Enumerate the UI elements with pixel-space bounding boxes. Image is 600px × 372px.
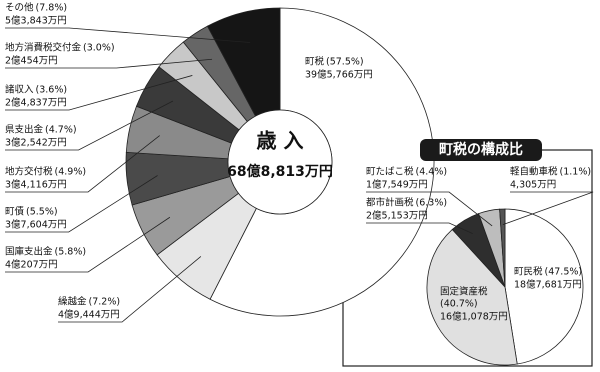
category-label: 都市計画税 xyxy=(366,197,414,209)
leader-line xyxy=(5,27,251,43)
slice-label: 町債 (5.5%)3億7,604万円 xyxy=(5,206,67,231)
leader-line xyxy=(58,256,202,323)
amount-label: 4億9,444万円 xyxy=(58,309,120,321)
category-label: 町税 xyxy=(305,56,325,68)
slice-label: 都市計画税 (6.3%)2億5,153万円 xyxy=(366,197,447,222)
value-label: (1.1%) xyxy=(560,167,592,178)
value-label: (47.5%) xyxy=(545,267,583,278)
category-label: 国庫支出金 xyxy=(5,246,53,258)
category-label: 地方消費税交付金 xyxy=(5,42,82,54)
donut-hole xyxy=(227,109,333,215)
amount-label: 3億7,604万円 xyxy=(5,219,67,231)
value-label: (3.0%) xyxy=(83,43,115,54)
leader-line xyxy=(5,100,174,151)
slice-label: 町民税 (47.5%)18億7,681万円 xyxy=(514,266,582,291)
value-label: (4.9%) xyxy=(55,167,87,178)
category-label: 固定資産税 xyxy=(440,286,488,298)
leader-line xyxy=(366,191,493,227)
category-label: 町債 xyxy=(5,206,25,218)
value-label: (4.4%) xyxy=(416,167,448,178)
slice-label: 固定資産税(40.7%)16億1,078万円 xyxy=(440,286,508,323)
category-label: 諸収入 xyxy=(5,84,34,96)
category-label: 県支出金 xyxy=(5,124,44,136)
slice-label: 諸収入 (3.6%)2億4,837万円 xyxy=(5,84,67,109)
leader-line xyxy=(5,216,171,273)
leader-line xyxy=(5,135,160,193)
category-label: 地方交付税 xyxy=(5,166,53,178)
slice-label: 県支出金 (4.7%)3億2,542万円 xyxy=(5,124,77,149)
center-title: 歳 入 xyxy=(257,129,304,153)
value-label: (40.7%) xyxy=(440,299,478,310)
title-tab xyxy=(420,139,542,161)
slice xyxy=(499,208,506,288)
chart-title: 町税の構成比 xyxy=(439,141,523,158)
category-label: 町たばこ税 xyxy=(366,166,414,178)
category-label: 繰越金 xyxy=(58,296,87,308)
slice-label: その他 (7.8%)5億3,843万円 xyxy=(5,2,67,27)
slice-label: 軽自動車税 (1.1%) 4,305万円 xyxy=(510,166,591,191)
value-label: (4.7%) xyxy=(45,125,77,136)
slice-label: 繰越金 (7.2%)4億9,444万円 xyxy=(58,296,120,321)
amount-label: 4,305万円 xyxy=(510,180,556,191)
amount-label: 3億2,542万円 xyxy=(5,137,67,149)
amount-label: 1億7,549万円 xyxy=(366,179,428,191)
category-label: その他 xyxy=(5,2,34,14)
amount-label: 4億207万円 xyxy=(5,259,58,271)
category-label: 軽自動車税 xyxy=(510,166,558,178)
center-total: 68億8,813万円 xyxy=(227,163,333,180)
leader-line xyxy=(5,58,213,69)
value-label: (6.3%) xyxy=(416,198,448,209)
amount-label: 2億454万円 xyxy=(5,55,58,67)
slice-label: 地方消費税交付金 (3.0%) 2億454万円 xyxy=(5,42,115,67)
leader-line xyxy=(502,191,594,226)
slice-label: 町税 (57.5%)39億5,766万円 xyxy=(305,56,373,81)
amount-label: 3億4,116万円 xyxy=(5,179,67,191)
amount-label: 18億7,681万円 xyxy=(514,279,582,291)
amount-label: 2億5,153万円 xyxy=(366,210,428,222)
value-label: (3.6%) xyxy=(36,85,68,96)
amount-label: 16億1,078万円 xyxy=(440,311,508,323)
value-label: (7.2%) xyxy=(89,297,121,308)
slice-label: 国庫支出金 (5.8%)4億207万円 xyxy=(5,246,86,271)
inset-title: 町税の構成比 xyxy=(420,139,542,161)
category-label: 町民税 xyxy=(514,266,543,278)
value-label: (7.8%) xyxy=(36,3,68,14)
slice xyxy=(504,208,584,365)
leader-line xyxy=(5,175,158,233)
leader-line xyxy=(366,222,473,234)
amount-label: 5億3,843万円 xyxy=(5,15,67,27)
amount-label: 2億4,837万円 xyxy=(5,97,67,109)
value-label: (5.5%) xyxy=(26,207,58,218)
slice xyxy=(426,228,518,366)
leader-line xyxy=(5,75,193,111)
value-label: (5.8%) xyxy=(55,247,87,258)
value-label: (57.5%) xyxy=(326,57,364,68)
slice-label: 地方交付税 (4.9%)3億4,116万円 xyxy=(5,166,86,191)
amount-label: 39億5,766万円 xyxy=(305,69,373,81)
slice-label: 町たばこ税 (4.4%)1億7,549万円 xyxy=(366,166,447,191)
